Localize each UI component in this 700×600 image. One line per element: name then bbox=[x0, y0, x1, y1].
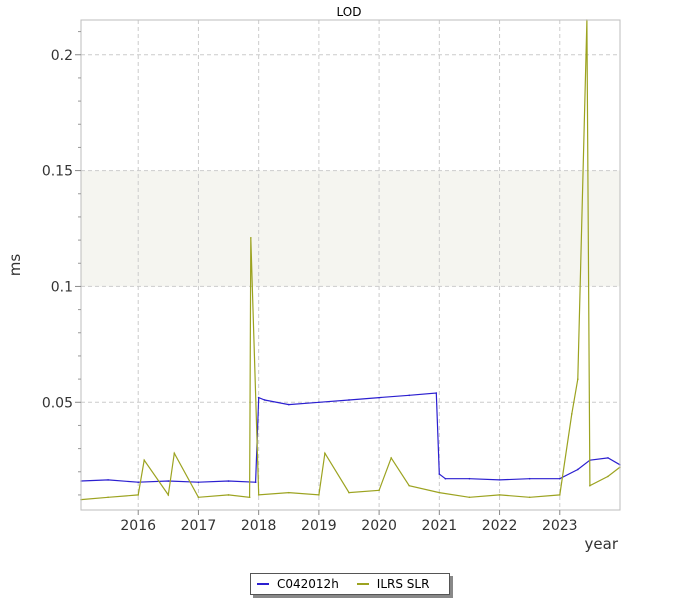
data-point-c042012h bbox=[558, 477, 561, 480]
data-point-ilrs-slr bbox=[558, 494, 561, 496]
data-point-c042012h bbox=[378, 396, 380, 399]
data-point-c042012h bbox=[468, 477, 471, 480]
legend-item-c042012h[interactable]: C042012h bbox=[257, 577, 339, 591]
data-point-c042012h bbox=[254, 481, 257, 483]
data-point-ilrs-slr bbox=[468, 496, 471, 499]
data-point-c042012h bbox=[438, 473, 441, 475]
shaded-band bbox=[81, 170, 620, 287]
x-tick-label: 2018 bbox=[241, 518, 277, 534]
x-tick-label: 2020 bbox=[361, 518, 397, 534]
legend-item-ilrs-slr[interactable]: ILRS SLR bbox=[356, 577, 430, 591]
y-tick-label: 0.05 bbox=[42, 395, 73, 411]
data-point-ilrs-slr bbox=[287, 491, 290, 494]
data-point-ilrs-slr bbox=[498, 494, 501, 496]
data-point-ilrs-slr bbox=[173, 452, 176, 455]
data-point-ilrs-slr bbox=[577, 378, 579, 380]
data-point-ilrs-slr bbox=[250, 236, 252, 239]
legend-label-c042012h: C042012h bbox=[277, 577, 339, 591]
data-point-c042012h bbox=[444, 477, 447, 480]
x-tick-label: 2019 bbox=[301, 518, 337, 534]
data-point-c042012h bbox=[607, 457, 609, 459]
y-axis: 0.05 0.1 0.15 0.2 bbox=[42, 31, 81, 496]
data-point-ilrs-slr bbox=[348, 491, 350, 494]
data-point-c042012h bbox=[137, 481, 140, 483]
x-tick-label: 2017 bbox=[181, 518, 217, 534]
data-point-ilrs-slr bbox=[318, 494, 320, 496]
legend: C042012h ILRS SLR bbox=[250, 573, 450, 595]
y-axis-label: ms bbox=[6, 254, 24, 277]
data-point-c042012h bbox=[227, 480, 230, 482]
data-point-c042012h bbox=[348, 399, 350, 401]
data-point-c042012h bbox=[498, 479, 501, 481]
x-axis-label: year bbox=[585, 535, 619, 553]
data-point-c042012h bbox=[318, 401, 320, 404]
grid bbox=[81, 20, 620, 510]
data-point-c042012h bbox=[408, 394, 411, 397]
data-point-c042012h bbox=[197, 481, 200, 483]
plot-frame bbox=[80, 19, 621, 511]
data-point-ilrs-slr bbox=[589, 484, 591, 487]
x-tick-label: 2021 bbox=[422, 518, 458, 534]
data-point-ilrs-slr bbox=[571, 413, 573, 415]
x-tick-label: 2023 bbox=[542, 518, 578, 534]
x-tick-label: 2022 bbox=[482, 518, 518, 534]
data-point-ilrs-slr bbox=[167, 494, 170, 496]
x-tick-label: 2016 bbox=[120, 518, 156, 534]
data-point-ilrs-slr bbox=[378, 489, 380, 492]
legend-swatch-c042012h bbox=[257, 583, 269, 585]
data-point-ilrs-slr bbox=[528, 496, 531, 499]
data-point-ilrs-slr bbox=[248, 496, 251, 499]
data-point-c042012h bbox=[257, 396, 260, 399]
data-point-ilrs-slr bbox=[438, 491, 441, 494]
y-tick-label: 0.15 bbox=[42, 164, 73, 180]
data-point-ilrs-slr bbox=[137, 494, 140, 496]
data-point-c042012h bbox=[287, 403, 290, 406]
data-point-ilrs-slr bbox=[197, 496, 200, 499]
data-point-ilrs-slr bbox=[408, 484, 411, 487]
data-point-c042012h bbox=[107, 479, 109, 481]
data-point-ilrs-slr bbox=[324, 452, 326, 455]
data-point-ilrs-slr bbox=[257, 494, 260, 496]
data-point-ilrs-slr bbox=[107, 496, 109, 499]
data-point-c042012h bbox=[577, 468, 579, 471]
data-point-c042012h bbox=[435, 392, 438, 394]
x-axis: 2016 2017 2018 2019 2020 2021 2022 2023 bbox=[120, 510, 578, 534]
legend-swatch-ilrs-slr bbox=[356, 583, 369, 585]
data-point-c042012h bbox=[263, 399, 266, 401]
chart-title: LOD bbox=[337, 5, 362, 19]
data-point-ilrs-slr bbox=[390, 457, 392, 459]
legend-label-ilrs-slr: ILRS SLR bbox=[376, 577, 430, 591]
data-point-ilrs-slr bbox=[143, 459, 146, 461]
data-point-ilrs-slr bbox=[227, 494, 230, 496]
data-point-c042012h bbox=[167, 480, 170, 482]
data-point-c042012h bbox=[528, 477, 531, 480]
data-point-ilrs-slr bbox=[607, 475, 609, 478]
y-tick-label: 0.2 bbox=[51, 48, 73, 64]
y-tick-label: 0.1 bbox=[51, 279, 73, 295]
